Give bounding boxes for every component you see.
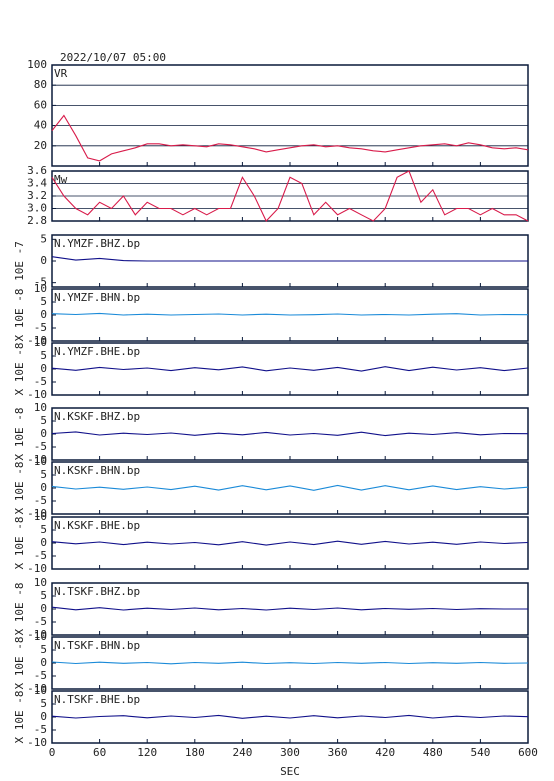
x-tick-label: 60 [93, 746, 106, 759]
y-tick-label: 20 [34, 139, 47, 152]
y-tick-label: 5 [40, 414, 47, 427]
trace [51, 606, 528, 611]
y-tick-label: -10 [27, 507, 47, 520]
y-axis-label: X 10E -8 [13, 583, 26, 636]
y-tick-label: -5 [34, 276, 47, 289]
y-tick-label: 0 [40, 308, 47, 321]
y-tick-label: 0 [40, 254, 47, 267]
y-tick-label: 3.2 [27, 189, 47, 202]
y-tick-label: 80 [34, 78, 47, 91]
trace [51, 170, 529, 222]
trace [51, 366, 529, 372]
x-tick-label: 240 [232, 746, 252, 759]
y-tick-label: 10 [34, 455, 47, 468]
y-axis-label: X 10E -8 [13, 408, 26, 461]
x-axis-label: SEC [280, 765, 300, 778]
y-tick-label: 10 [34, 510, 47, 523]
y-tick-label: 2.8 [27, 214, 47, 227]
y-tick-label: -10 [27, 736, 47, 749]
panel-label: N.TSKF.BHN.bp [54, 639, 140, 652]
y-tick-label: -10 [27, 453, 47, 466]
panel-label: N.TSKF.BHZ.bp [54, 585, 140, 598]
y-axis-label: X 10E -8 [13, 289, 26, 342]
x-tick-label: 120 [137, 746, 157, 759]
y-tick-label: 5 [40, 232, 47, 245]
panel-label: N.KSKF.BHZ.bp [54, 410, 140, 423]
x-tick-label: 300 [280, 746, 300, 759]
panel-label: VR [54, 67, 68, 80]
trace [51, 661, 529, 665]
trace [51, 256, 528, 262]
x-tick-label: 180 [185, 746, 205, 759]
y-tick-label: 5 [40, 523, 47, 536]
y-tick-label: -10 [27, 334, 47, 347]
y-axis-label: X 10E -8 [13, 637, 26, 690]
y-tick-label: 0 [40, 710, 47, 723]
y-tick-label: 10 [34, 401, 47, 414]
y-tick-label: 0 [40, 656, 47, 669]
panel-label: N.TSKF.BHE.bp [54, 693, 140, 706]
y-tick-label: -5 [34, 321, 47, 334]
y-tick-label: 0 [40, 602, 47, 615]
trace [51, 312, 529, 316]
x-tick-label: 420 [375, 746, 395, 759]
y-tick-label: 10 [34, 630, 47, 643]
panel-label: Mw [54, 173, 68, 186]
trace [51, 484, 529, 491]
panel-label: N.KSKF.BHN.bp [54, 464, 140, 477]
y-tick-label: 0 [40, 481, 47, 494]
y-tick-label: 5 [40, 697, 47, 710]
y-tick-label: 10 [34, 684, 47, 697]
y-tick-label: 60 [34, 98, 47, 111]
x-tick-label: 480 [423, 746, 443, 759]
y-tick-label: 3.0 [27, 202, 47, 215]
y-tick-label: -5 [34, 549, 47, 562]
y-tick-label: -5 [34, 723, 47, 736]
y-tick-label: 3.4 [27, 177, 47, 190]
y-axis-label: X 10E -8 [13, 343, 26, 396]
x-tick-label: 0 [49, 746, 56, 759]
trace [51, 431, 529, 437]
y-tick-label: 5 [40, 349, 47, 362]
y-tick-label: -10 [27, 628, 47, 641]
y-tick-label: -5 [34, 440, 47, 453]
y-tick-label: 5 [40, 468, 47, 481]
y-tick-label: -5 [34, 494, 47, 507]
x-tick-label: 360 [328, 746, 348, 759]
y-tick-label: 5 [40, 295, 47, 308]
y-axis-label: X 10E -8 [13, 517, 26, 570]
y-tick-label: 0 [40, 427, 47, 440]
y-tick-label: 3.6 [27, 164, 47, 177]
y-tick-label: 10 [34, 576, 47, 589]
y-tick-label: 0 [40, 362, 47, 375]
chart-title: 2022/10/07 05:00 [60, 51, 166, 64]
y-tick-label: 100 [27, 58, 47, 71]
y-tick-label: -10 [27, 562, 47, 575]
y-tick-label: -5 [34, 615, 47, 628]
y-tick-label: 40 [34, 119, 47, 132]
y-tick-label: 10 [34, 282, 47, 295]
y-tick-label: -5 [34, 669, 47, 682]
panel-label: N.KSKF.BHE.bp [54, 519, 140, 532]
y-tick-label: 10 [34, 336, 47, 349]
x-tick-label: 540 [470, 746, 490, 759]
y-axis-label: X 10E -8 [13, 691, 26, 744]
x-tick-label: 600 [518, 746, 538, 759]
y-tick-label: 5 [40, 643, 47, 656]
trace [51, 540, 529, 546]
y-tick-label: -10 [27, 682, 47, 695]
y-axis-label: 10E -7 [13, 241, 26, 281]
y-axis-label: X 10E -8 [13, 462, 26, 515]
panel-label: N.YMZF.BHN.bp [54, 291, 140, 304]
panel-label: N.YMZF.BHE.bp [54, 345, 140, 358]
y-tick-label: 5 [40, 589, 47, 602]
trace [51, 114, 529, 162]
y-tick-label: -10 [27, 388, 47, 401]
y-tick-label: -5 [34, 375, 47, 388]
panel-label: N.YMZF.BHZ.bp [54, 237, 140, 250]
trace [51, 714, 529, 719]
y-tick-label: 0 [40, 536, 47, 549]
